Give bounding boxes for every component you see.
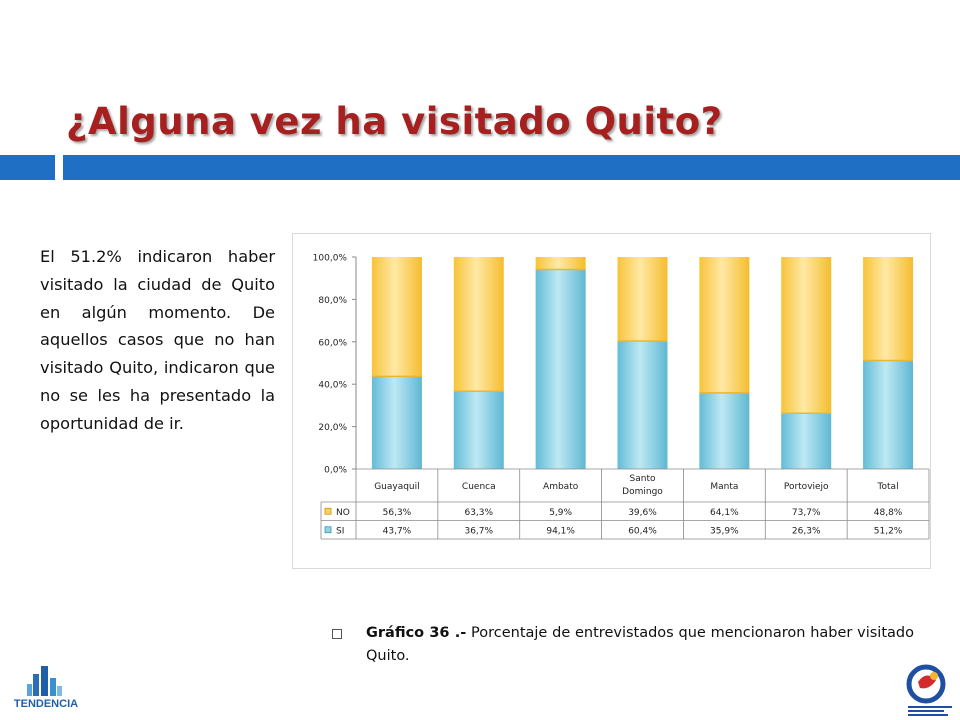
y-tick-label: 0,0% — [324, 466, 347, 476]
bar-no — [699, 257, 750, 393]
x-category-label: Manta — [710, 482, 738, 492]
y-tick-label: 60,0% — [318, 338, 347, 348]
y-tick-label: 100,0% — [313, 254, 348, 264]
svg-text:TENDENCIA: TENDENCIA — [14, 698, 78, 710]
series-si-data-label: 51,2% — [874, 526, 903, 536]
series-si-data-label: 35,9% — [710, 526, 739, 536]
series-no-data-label: 73,7% — [792, 508, 821, 518]
bar-no — [781, 257, 832, 414]
series-si-data-label: 60,4% — [628, 526, 657, 536]
bar-si — [863, 360, 914, 469]
title-accent-bar-right — [63, 155, 960, 180]
series-no-data-label: 5,9% — [549, 508, 572, 518]
x-category-label: Guayaquil — [374, 482, 419, 492]
bar-no — [863, 257, 914, 361]
series-no-data-label: 39,6% — [628, 508, 657, 518]
series-no-data-label: 48,8% — [874, 508, 903, 518]
bar-si — [617, 340, 668, 469]
chart-frame: 0,0% 20,0% 40,0% 60,0% 80,0% 100,0% Guayaquil… — [292, 233, 931, 569]
series-si-data-label: 36,7% — [464, 526, 493, 536]
series-si-data-label: 26,3% — [792, 526, 821, 536]
tendencia-logo: TENDENCIA — [14, 666, 78, 710]
x-category-label: Ambato — [543, 482, 579, 492]
bar-si — [699, 392, 750, 469]
bar-no — [535, 257, 586, 270]
series-no-data-label: 63,3% — [464, 508, 493, 518]
caption-label: Gráfico 36 .- — [366, 625, 467, 641]
series-no-data-label: 64,1% — [710, 508, 739, 518]
y-tick-label: 80,0% — [318, 296, 347, 306]
figure-caption: Gráfico 36 .- Porcentaje de entrevistado… — [332, 622, 914, 668]
body-text: El 51.2% indicaron haber visitado la ciu… — [40, 247, 275, 433]
series-si-legend-label: SI — [336, 526, 344, 536]
quito-turismo-logo — [906, 664, 952, 716]
bar-no — [371, 257, 422, 377]
bar-si — [781, 413, 832, 469]
x-category-label: Total — [877, 482, 899, 492]
x-category-label: Santo Domingo — [622, 474, 663, 497]
y-tick-label: 20,0% — [318, 423, 347, 433]
stacked-bar-chart: 0,0% 20,0% 40,0% 60,0% 80,0% 100,0% Guayaquil… — [313, 254, 930, 540]
series-no-legend-swatch — [324, 507, 332, 515]
bar-no — [453, 257, 504, 392]
series-si-data-label: 43,7% — [383, 526, 412, 536]
bar-no — [617, 257, 668, 341]
x-category-label: Portoviejo — [784, 482, 829, 492]
series-si-legend-swatch — [324, 526, 332, 534]
slide-title: ¿Alguna vez ha visitado Quito? — [66, 100, 723, 143]
series-no-data-label: 56,3% — [383, 508, 412, 518]
series-si-data-label: 94,1% — [546, 526, 575, 536]
bar-si — [453, 391, 504, 469]
y-tick-label: 40,0% — [318, 381, 347, 391]
bar-si — [371, 376, 422, 469]
series-no-legend-label: NO — [336, 508, 350, 518]
title-accent-bar-left — [0, 155, 55, 180]
caption-text: Porcentaje de entrevistados que menciona… — [366, 625, 914, 664]
square-bullet-icon — [332, 629, 342, 639]
bar-si — [535, 269, 586, 469]
x-category-label: Cuenca — [462, 482, 496, 492]
